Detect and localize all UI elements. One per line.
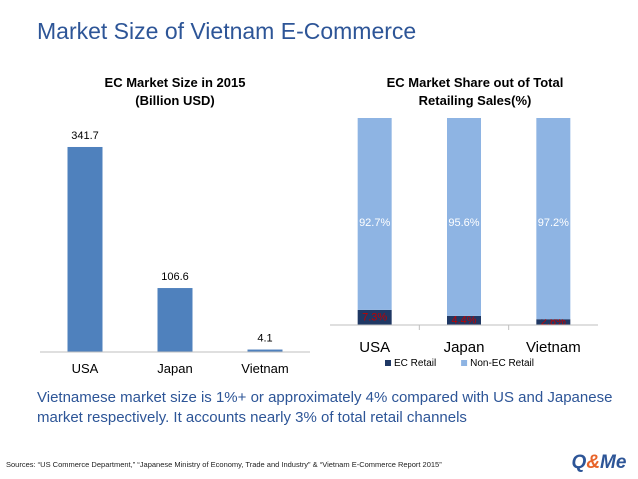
x-tick-right-vietnam: Vietnam xyxy=(526,339,581,356)
right-chart-title: EC Market Share out of Total Retailing S… xyxy=(335,74,615,110)
logo-me: Me xyxy=(600,452,627,473)
right-chart-title-line1: EC Market Share out of Total xyxy=(386,75,564,90)
segment-non-ec-retail-usa xyxy=(357,118,392,310)
bar-vietnam xyxy=(247,349,283,352)
right-chart-title-line2: Retailing Sales(%) xyxy=(418,93,532,108)
segment-label-non-ec-retail-japan: 95.6% xyxy=(448,217,479,229)
segment-label-non-ec-retail-usa: 92.7% xyxy=(359,217,390,229)
segment-ec-retail-usa xyxy=(357,309,392,325)
x-tick-vietnam: Vietnam xyxy=(241,361,288,376)
left-chart-title: EC Market Size in 2015 (Billion USD) xyxy=(40,74,310,110)
segment-ec-retail-japan xyxy=(447,315,481,325)
logo-q: Q xyxy=(571,452,587,473)
segment-non-ec-retail-japan xyxy=(447,118,481,316)
left-chart-title-line2: (Billion USD) xyxy=(135,93,215,108)
segment-non-ec-retail-vietnam xyxy=(536,118,571,320)
bar-usa xyxy=(67,146,103,352)
value-label-japan: 106.6 xyxy=(161,271,189,283)
value-label-usa: 341.7 xyxy=(71,130,99,142)
x-tick-usa: USA xyxy=(72,361,99,376)
segment-label-non-ec-retail-vietnam: 97.2% xyxy=(538,217,569,229)
slide-title: Market Size of Vietnam E-Commerce xyxy=(37,18,417,44)
sources-text: Sources: “US Commerce Department,” “Japa… xyxy=(6,460,442,469)
logo-amp: & xyxy=(586,452,601,473)
left-chart-title-line1: EC Market Size in 2015 xyxy=(104,75,246,90)
x-tick-right-usa: USA xyxy=(359,339,390,356)
legend-label-non-ec-retail: Non-EC Retail xyxy=(470,358,534,369)
legend-label-ec-retail: EC Retail xyxy=(394,358,436,369)
segment-label-ec-retail-usa: 7.3% xyxy=(362,311,387,323)
summary-text: Vietnamese market size is 1%+ or approxi… xyxy=(37,389,613,426)
segment-label-ec-retail-japan: 4.4% xyxy=(451,314,476,326)
legend-swatch-non-ec-retail xyxy=(461,360,468,366)
bar-japan xyxy=(157,288,193,352)
segment-ec-retail-vietnam xyxy=(536,319,571,325)
company-logo: Q&Me xyxy=(567,450,631,475)
x-tick-right-japan: Japan xyxy=(444,339,485,356)
value-label-vietnam: 4.1 xyxy=(257,333,272,345)
x-tick-japan: Japan xyxy=(157,361,192,376)
legend-swatch-ec-retail xyxy=(385,360,391,366)
